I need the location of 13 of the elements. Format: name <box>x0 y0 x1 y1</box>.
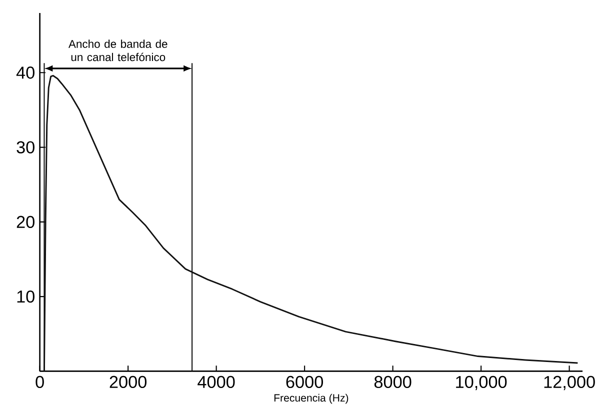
y-tick-label: 40 <box>16 66 34 79</box>
y-tick-label: 20 <box>16 216 34 228</box>
x-tick-label: 8000 <box>374 376 412 388</box>
x-tick-label: 4000 <box>198 376 235 388</box>
annotation: Ancho de banda de un canal telefónico <box>68 40 168 62</box>
x-tick-label: 0 <box>36 376 44 388</box>
x-tick-label: 6000 <box>286 376 324 388</box>
y-tick-label: 10 <box>17 290 34 303</box>
y-tick-label: 30 <box>16 141 34 154</box>
x-tick-label: 2000 <box>110 376 147 388</box>
x-tick-label: 12,000 <box>544 376 595 390</box>
x-axis-title: Frecuencia (Hz) <box>274 394 348 404</box>
x-tick-label: 10,000 <box>456 376 507 390</box>
